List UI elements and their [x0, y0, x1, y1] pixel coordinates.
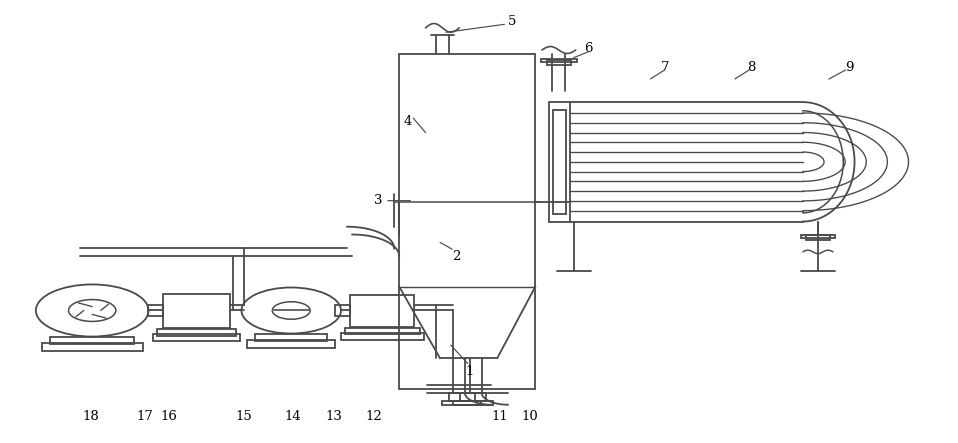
Text: 7: 7 [661, 61, 669, 74]
Bar [41, 343, 143, 351]
Bar [553, 110, 566, 214]
Text: 1: 1 [466, 365, 474, 378]
Text: 13: 13 [325, 410, 342, 424]
Bar [806, 235, 831, 240]
Text: 4: 4 [403, 115, 412, 128]
Bar [163, 294, 230, 328]
Bar [341, 333, 423, 340]
Text: 5: 5 [508, 16, 516, 28]
Bar [335, 305, 351, 316]
Bar [549, 102, 570, 222]
Bar [399, 54, 536, 389]
Bar [157, 329, 236, 336]
Bar [547, 59, 571, 65]
Text: 11: 11 [491, 410, 508, 424]
Text: 15: 15 [235, 410, 252, 424]
Bar [148, 305, 163, 316]
Text: 10: 10 [521, 410, 538, 424]
Bar [50, 337, 134, 344]
Text: 3: 3 [375, 194, 383, 207]
Bar [442, 401, 482, 405]
Text: 18: 18 [83, 410, 100, 424]
Bar [345, 328, 420, 334]
Bar [801, 235, 834, 238]
Bar [448, 393, 475, 401]
Text: 8: 8 [747, 61, 756, 74]
Text: 16: 16 [161, 410, 177, 424]
Text: 2: 2 [452, 250, 461, 263]
Text: 17: 17 [136, 410, 153, 424]
Text: 6: 6 [584, 42, 593, 55]
Bar [247, 340, 335, 348]
Text: 14: 14 [285, 410, 302, 424]
Bar [256, 334, 327, 341]
Bar [453, 401, 493, 405]
Bar [460, 393, 486, 401]
Text: 9: 9 [846, 61, 855, 74]
Bar [351, 295, 414, 326]
Bar [153, 334, 240, 341]
Text: 12: 12 [365, 410, 382, 424]
Bar [541, 59, 577, 62]
